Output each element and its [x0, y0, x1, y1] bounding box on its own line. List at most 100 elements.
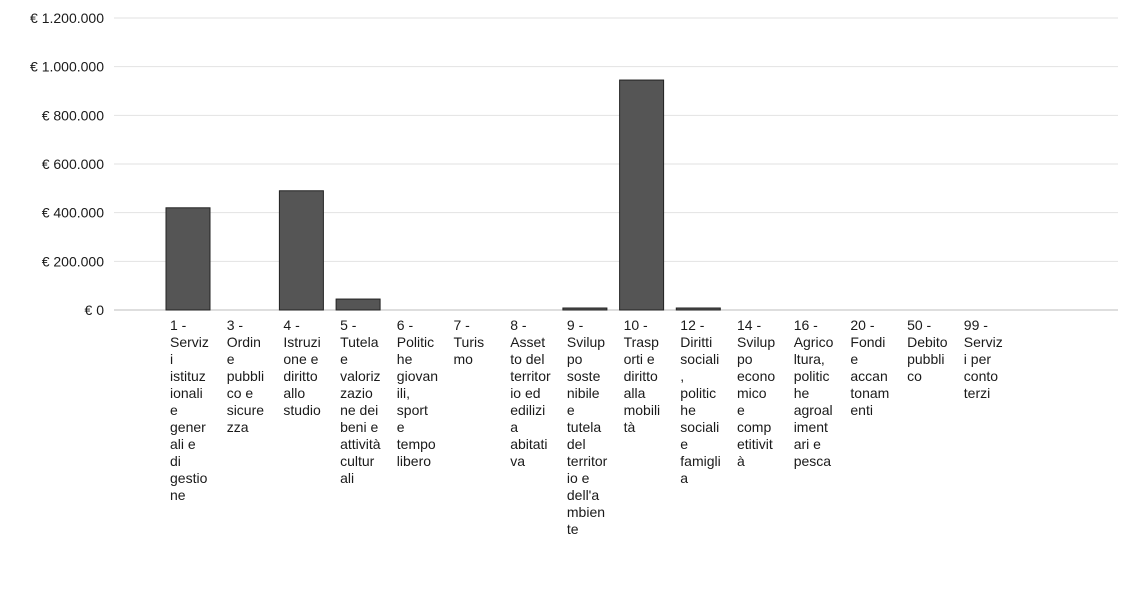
x-tick-label: 12 -Diritti sociali, politic he sociali e fami…	[680, 317, 720, 486]
y-tick-label: € 0	[85, 302, 105, 318]
x-tick-label-line: ,	[680, 368, 684, 384]
x-tick-label-line: studio	[283, 402, 321, 418]
x-tick-label: 9 -Svilup po soste nibile e tutela del territor…	[567, 317, 608, 537]
y-tick-label: € 1.200.000	[30, 10, 104, 26]
x-tick-label-line: 9 -	[567, 317, 584, 333]
x-tick-label-line: 50 -	[907, 317, 931, 333]
x-tick-label-line: po	[567, 351, 583, 367]
x-tick-label-line: pesca	[794, 453, 832, 469]
x-tick-label-line: beni e	[340, 419, 378, 435]
x-tick-label-line: he	[680, 402, 696, 418]
x-tick-label-line: ne	[170, 487, 186, 503]
x-tick-label-line: iment	[794, 419, 828, 435]
x-tick-label-line: e	[170, 402, 178, 418]
x-tick-label: 50 -Debito pubbli co	[907, 317, 948, 384]
x-tick-label-line: 8 -	[510, 317, 527, 333]
x-tick-label-line: e	[680, 436, 688, 452]
x-tick-label-line: ari e	[794, 436, 821, 452]
x-tick-label-line: Politic	[397, 334, 434, 350]
x-tick-label-line: allo	[283, 385, 305, 401]
x-tick-label-line: 14 -	[737, 317, 761, 333]
x-tick-label-line: 4 -	[283, 317, 300, 333]
x-tick-label-line: 10 -	[624, 317, 648, 333]
x-tick-label-line: po	[737, 351, 753, 367]
x-tick-label-line: enti	[850, 402, 873, 418]
x-tick-label-line: 6 -	[397, 317, 414, 333]
x-tick-label-line: sicure	[227, 402, 265, 418]
x-tick-label: 1 -Serviz i istituz ionali e gener ali e di gest…	[170, 317, 209, 503]
x-tick-label-line: Svilup	[567, 334, 605, 350]
x-tick-label: 10 -Trasp orti e diritto alla mobili tà	[624, 317, 661, 435]
y-axis-labels: € 0 € 200.000 € 400.000 € 600.000 € 800.000 €…	[30, 10, 104, 318]
x-tick-label-line: attività	[340, 436, 381, 452]
x-tick-label-line: pubbli	[227, 368, 264, 384]
bar	[278, 190, 324, 311]
x-tick-label-line: e	[227, 351, 235, 367]
x-tick-label: 4 -Istruzi one e diritto allo studio	[283, 317, 321, 418]
x-tick-label-line: di	[170, 453, 181, 469]
x-tick-label-line: tutela	[567, 419, 601, 435]
x-tick-label-line: sociali	[680, 419, 719, 435]
x-tick-label-line: territor	[567, 453, 608, 469]
x-tick-label-line: giovan	[397, 368, 438, 384]
x-tick-label-line: ne dei	[340, 402, 378, 418]
x-tick-label-line: del	[567, 436, 586, 452]
bar	[562, 307, 608, 311]
x-tick-label-line: dell'a	[567, 487, 599, 503]
x-tick-label-line: 99 -	[964, 317, 988, 333]
x-tick-label-line: conto	[964, 368, 998, 384]
x-tick-label: 7 -Turis mo	[454, 317, 485, 367]
x-tick-label-line: sociali	[680, 351, 719, 367]
x-tick-label-line: zazio	[340, 385, 373, 401]
x-tick-label-line: gener	[170, 419, 206, 435]
x-tick-label-line: libero	[397, 453, 431, 469]
x-tick-label-line: e	[397, 419, 405, 435]
x-tick-label-line: soste	[567, 368, 601, 384]
bar	[335, 298, 381, 311]
bar	[619, 79, 665, 311]
x-tick-label-line: diritto	[283, 368, 317, 384]
x-tick-label-line: zza	[227, 419, 249, 435]
x-tick-label-line: etitivit	[737, 436, 773, 452]
x-tick-label-line: mo	[454, 351, 474, 367]
x-tick-label-line: io e	[567, 470, 590, 486]
x-tick-label-line: alla	[624, 385, 646, 401]
x-tick-label-line: Diritti	[680, 334, 712, 350]
x-tick-label-line: 20 -	[850, 317, 874, 333]
x-tick-label-line: Tutela	[340, 334, 379, 350]
x-tick-label-line: e	[567, 402, 575, 418]
x-tick-label-line: 12 -	[680, 317, 704, 333]
x-tick-label-line: gestio	[170, 470, 208, 486]
x-tick-label-line: Istruzi	[283, 334, 320, 350]
x-tick-label-line: 3 -	[227, 317, 244, 333]
x-tick-label-line: mbien	[567, 504, 605, 520]
x-tick-label-line: abitati	[510, 436, 547, 452]
x-tick-label-line: pubbli	[907, 351, 944, 367]
x-tick-label-line: tà	[624, 419, 636, 435]
x-tick-label-line: to del	[510, 351, 544, 367]
x-tick-label: 99 -Serviz i per conto terzi	[964, 317, 1003, 401]
y-tick-label: € 200.000	[42, 253, 104, 269]
x-tick-label-line: he	[794, 385, 810, 401]
x-tick-label-line: Asset	[510, 334, 545, 350]
x-tick-label-line: 7 -	[454, 317, 471, 333]
x-tick-label-line: istituz	[170, 368, 206, 384]
x-tick-label-line: i	[170, 351, 173, 367]
x-tick-label: 6 -Politic he giovan ili, sport e tempo libero	[397, 317, 438, 469]
y-tick-label: € 1.000.000	[30, 59, 104, 75]
x-tick-label-line: Agrico	[794, 334, 834, 350]
x-tick-label-line: tempo	[397, 436, 436, 452]
bars	[165, 79, 721, 311]
x-tick-label-line: territor	[510, 368, 551, 384]
x-tick-label: 3 -Ordin e pubbli co e sicure zza	[227, 317, 265, 435]
x-tick-label-line: nibile	[567, 385, 600, 401]
x-tick-label-line: tonam	[850, 385, 889, 401]
x-tick-label-line: ali	[340, 470, 354, 486]
x-tick-label-line: io ed	[510, 385, 540, 401]
x-tick-label: 16 -Agrico ltura, politic he agroal iment ari …	[794, 317, 834, 469]
x-tick-label-line: 16 -	[794, 317, 818, 333]
x-tick-label-line: econo	[737, 368, 775, 384]
x-tick-label-line: e	[850, 351, 858, 367]
y-tick-label: € 400.000	[42, 205, 104, 221]
